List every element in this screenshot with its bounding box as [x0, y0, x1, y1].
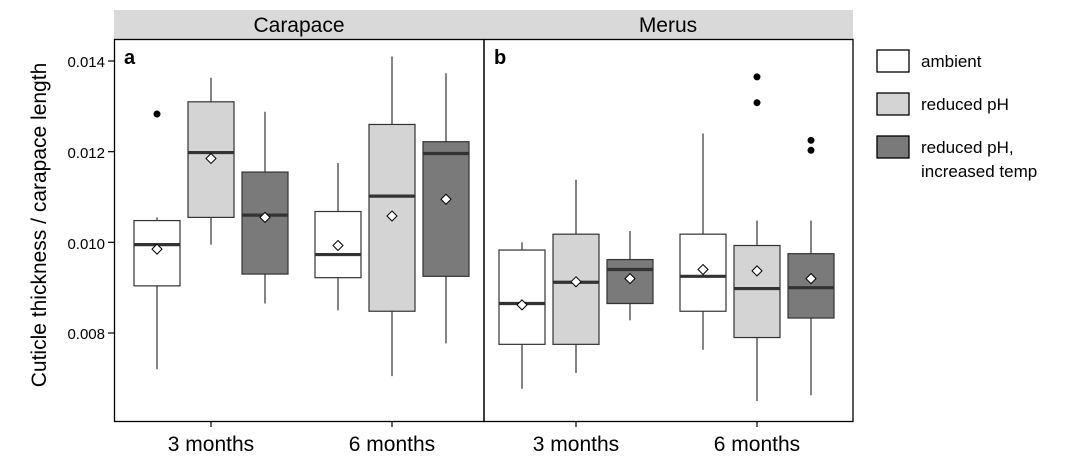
y-tick-label: 0.014: [67, 54, 105, 71]
mean-marker-reduced-ph: [570, 276, 582, 288]
outlier-point-reduced-ph: [753, 73, 761, 81]
mean-marker-ambient: [151, 243, 163, 255]
legend-label-reduced-ph-temp: reduced pH,: [921, 138, 1014, 157]
x-category-label: 3 months: [533, 433, 619, 456]
mean-marker-reduced-ph-increased-temp: [805, 272, 817, 285]
mean-marker-reduced-ph: [751, 265, 763, 277]
box-ambient: [498, 249, 546, 345]
mean-marker-ambient: [697, 263, 709, 276]
legend-label-ambient: ambient: [921, 52, 982, 71]
outlier-point-ambient: [153, 110, 161, 118]
box-reduced-ph-increased-temp: [422, 141, 470, 277]
y-tick-label: 0.012: [67, 145, 105, 162]
mean-marker-ambient: [332, 239, 344, 252]
legend-swatch-reduced-ph-temp: [876, 135, 910, 159]
outlier-point-reduced-ph: [753, 99, 761, 107]
outlier-point-reduced-ph-increased-temp: [807, 136, 815, 144]
mean-marker-ambient: [516, 299, 528, 311]
strip-merus: [484, 10, 853, 39]
box-reduced-ph: [733, 244, 781, 339]
y-tick-label: 0.008: [67, 326, 105, 343]
x-category-label: 6 months: [349, 433, 435, 456]
legend: ambient reduced pH reduced pH, increased…: [876, 49, 1037, 181]
y-tick-label: 0.010: [67, 236, 105, 253]
legend-label-reduced-ph: reduced pH: [921, 95, 1009, 114]
strip-carapace: [114, 10, 484, 39]
panel-tag-a: a: [124, 47, 136, 69]
legend-swatch-reduced-ph: [876, 92, 910, 116]
legend-swatch-ambient: [876, 49, 910, 73]
strip-label-carapace: Carapace: [253, 14, 344, 37]
box-reduced-ph-increased-temp: [787, 253, 835, 319]
mean-marker-reduced-ph: [386, 210, 398, 222]
panel-frame-b: [483, 38, 854, 423]
box-marks: [108, 56, 835, 427]
mean-marker-reduced-ph: [205, 152, 217, 165]
mean-marker-reduced-ph-increased-temp: [440, 193, 452, 205]
mean-marker-reduced-ph-increased-temp: [624, 272, 636, 285]
x-category-label: 3 months: [168, 433, 254, 456]
strip-label-merus: Merus: [639, 14, 697, 37]
legend-label-reduced-ph-temp-line2: increased temp: [921, 162, 1037, 181]
y-axis-title: Cuticle thickness / carapace length: [28, 63, 51, 388]
mean-marker-reduced-ph-increased-temp: [259, 211, 271, 224]
x-category-label: 6 months: [714, 433, 800, 456]
box-reduced-ph: [552, 233, 600, 345]
outlier-point-reduced-ph-increased-temp: [807, 146, 815, 154]
panel-tag-b: b: [494, 47, 506, 69]
